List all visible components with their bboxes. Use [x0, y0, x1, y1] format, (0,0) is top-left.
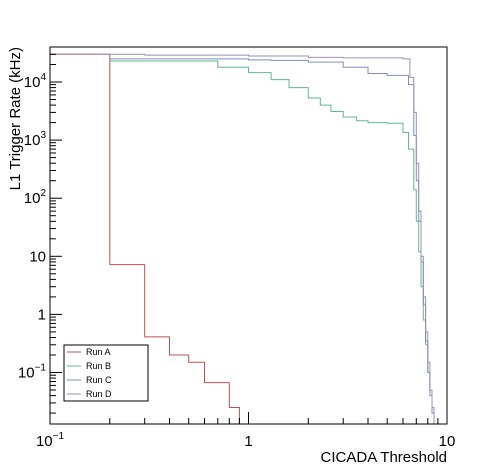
y-tick-label: 10	[29, 248, 46, 265]
series-line-2	[109, 60, 435, 424]
legend-label: Run D	[86, 389, 112, 399]
series-line-3	[109, 58, 435, 424]
y-axis-title: L1 Trigger Rate (kHz)	[7, 47, 24, 190]
series-layer	[50, 53, 435, 424]
y-tick-label: 10−1	[18, 363, 47, 382]
y-tick-label: 103	[24, 130, 47, 149]
x-axis-title: CICADA Threshold	[321, 449, 447, 466]
y-tick-label: 104	[24, 72, 47, 91]
y-tick-label: 1	[38, 306, 46, 323]
x-tick-label: 10−1	[36, 431, 65, 450]
y-tick-label: 102	[24, 188, 47, 207]
legend-label: Run C	[86, 375, 112, 385]
x-tick-label: 1	[244, 433, 252, 450]
ticks-layer: 10−1 1 10 10−1 1 10 102 103 104	[18, 46, 456, 450]
legend-box	[63, 344, 149, 402]
legend-label: Run A	[86, 347, 111, 357]
series-line-4	[50, 53, 435, 424]
legend: Run A Run B Run C Run D	[63, 344, 149, 402]
x-tick-label: 10	[439, 433, 456, 450]
series-line-1	[50, 53, 240, 424]
legend-label: Run B	[86, 361, 111, 371]
